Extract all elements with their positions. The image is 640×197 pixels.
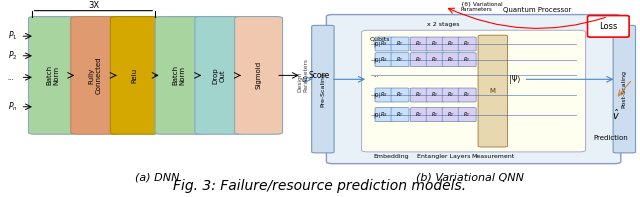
Text: Loss: Loss — [599, 22, 617, 31]
Text: |0⟩: |0⟩ — [373, 112, 381, 118]
FancyBboxPatch shape — [442, 53, 460, 67]
Text: $R_Y$: $R_Y$ — [431, 55, 439, 64]
FancyBboxPatch shape — [442, 88, 460, 102]
FancyBboxPatch shape — [613, 25, 636, 153]
Text: $R_Y$: $R_Y$ — [447, 110, 455, 119]
FancyBboxPatch shape — [442, 37, 460, 51]
FancyBboxPatch shape — [155, 17, 204, 134]
FancyBboxPatch shape — [375, 108, 393, 122]
Text: (a) DNN: (a) DNN — [134, 172, 179, 182]
FancyBboxPatch shape — [375, 37, 393, 51]
Text: $R_Y$: $R_Y$ — [415, 40, 423, 48]
Text: ...: ... — [8, 73, 15, 82]
Text: $R_X$: $R_X$ — [380, 91, 388, 99]
Text: Prediction: Prediction — [594, 135, 628, 141]
Text: M: M — [490, 88, 496, 94]
Text: $R_Y$: $R_Y$ — [396, 91, 404, 99]
FancyBboxPatch shape — [362, 30, 586, 152]
FancyBboxPatch shape — [426, 88, 444, 102]
Text: Design
Parameters: Design Parameters — [298, 58, 308, 92]
Text: Measurement: Measurement — [471, 154, 515, 159]
Text: $R_Y$: $R_Y$ — [415, 55, 423, 64]
FancyBboxPatch shape — [458, 108, 476, 122]
Text: Fig. 3: Failure/resource prediction models.: Fig. 3: Failure/resource prediction mode… — [173, 179, 467, 193]
FancyBboxPatch shape — [391, 88, 409, 102]
FancyBboxPatch shape — [29, 17, 77, 134]
Text: |0⟩: |0⟩ — [373, 41, 381, 47]
Text: $P_n$: $P_n$ — [8, 100, 17, 113]
Text: 3X: 3X — [88, 1, 99, 10]
Text: $R_Y$: $R_Y$ — [431, 91, 439, 99]
Text: x 2 stages: x 2 stages — [428, 22, 460, 27]
Text: $R_Y$: $R_Y$ — [431, 40, 439, 48]
FancyBboxPatch shape — [458, 37, 476, 51]
Text: $R_Y$: $R_Y$ — [463, 55, 471, 64]
FancyBboxPatch shape — [426, 53, 444, 67]
FancyBboxPatch shape — [458, 53, 476, 67]
Text: $R_Y$: $R_Y$ — [447, 40, 455, 48]
Text: $\hat{v}$: $\hat{v}$ — [612, 108, 620, 122]
Text: $P_2$: $P_2$ — [8, 49, 17, 62]
Text: |Ψ⟩: |Ψ⟩ — [509, 75, 521, 84]
Text: Embedding: Embedding — [374, 154, 410, 159]
Text: Relu: Relu — [131, 68, 138, 83]
Text: Entangler Layers: Entangler Layers — [417, 154, 470, 159]
Text: $R_Y$: $R_Y$ — [396, 55, 404, 64]
Text: Drop
Out: Drop Out — [212, 67, 225, 84]
FancyBboxPatch shape — [391, 53, 409, 67]
Text: |0⟩: |0⟩ — [373, 57, 381, 63]
Text: Quantum Processor: Quantum Processor — [504, 7, 572, 13]
Text: $P_1$: $P_1$ — [8, 30, 17, 42]
Text: $R_Y$: $R_Y$ — [463, 110, 471, 119]
FancyBboxPatch shape — [391, 108, 409, 122]
Text: $R_Y$: $R_Y$ — [415, 91, 423, 99]
Text: {θ} Variational
Parameters: {θ} Variational Parameters — [461, 1, 502, 12]
Text: $R_Y$: $R_Y$ — [396, 40, 404, 48]
FancyBboxPatch shape — [426, 108, 444, 122]
Text: Post-Scaling: Post-Scaling — [622, 70, 627, 108]
Text: Pre-Scaling: Pre-Scaling — [321, 72, 325, 107]
Text: Qubits: Qubits — [370, 36, 390, 41]
Text: $R_Y$: $R_Y$ — [463, 91, 471, 99]
FancyBboxPatch shape — [410, 108, 428, 122]
FancyBboxPatch shape — [110, 17, 159, 134]
FancyBboxPatch shape — [442, 108, 460, 122]
Text: Sigmoid: Sigmoid — [255, 61, 262, 89]
Text: $R_Y$: $R_Y$ — [447, 91, 455, 99]
Text: $R_Y$: $R_Y$ — [447, 55, 455, 64]
FancyBboxPatch shape — [70, 17, 119, 134]
Text: u: u — [301, 75, 307, 84]
Text: (b) Variational QNN: (b) Variational QNN — [417, 172, 524, 182]
FancyBboxPatch shape — [426, 37, 444, 51]
FancyBboxPatch shape — [235, 17, 283, 134]
Text: $R_Y$: $R_Y$ — [431, 110, 439, 119]
FancyBboxPatch shape — [312, 25, 334, 153]
Text: Batch
Norm: Batch Norm — [46, 65, 59, 85]
FancyBboxPatch shape — [410, 53, 428, 67]
FancyBboxPatch shape — [195, 17, 243, 134]
Text: $R_X$: $R_X$ — [380, 110, 388, 119]
FancyBboxPatch shape — [410, 88, 428, 102]
Text: $R_Y$: $R_Y$ — [415, 110, 423, 119]
Text: $R_X$: $R_X$ — [380, 55, 388, 64]
FancyBboxPatch shape — [410, 37, 428, 51]
Text: ...: ... — [373, 73, 378, 78]
Text: Batch
Norm: Batch Norm — [173, 65, 186, 85]
FancyBboxPatch shape — [326, 15, 621, 164]
FancyBboxPatch shape — [391, 37, 409, 51]
FancyBboxPatch shape — [478, 35, 508, 147]
FancyBboxPatch shape — [458, 88, 476, 102]
Text: $R_X$: $R_X$ — [380, 40, 388, 48]
Text: $R_Y$: $R_Y$ — [396, 110, 404, 119]
Text: |0⟩: |0⟩ — [373, 92, 381, 98]
Text: $R_Y$: $R_Y$ — [463, 40, 471, 48]
Text: Fully
Connected: Fully Connected — [88, 57, 101, 94]
Text: Score: Score — [308, 71, 330, 80]
FancyBboxPatch shape — [375, 88, 393, 102]
FancyBboxPatch shape — [375, 53, 393, 67]
FancyBboxPatch shape — [588, 16, 629, 37]
